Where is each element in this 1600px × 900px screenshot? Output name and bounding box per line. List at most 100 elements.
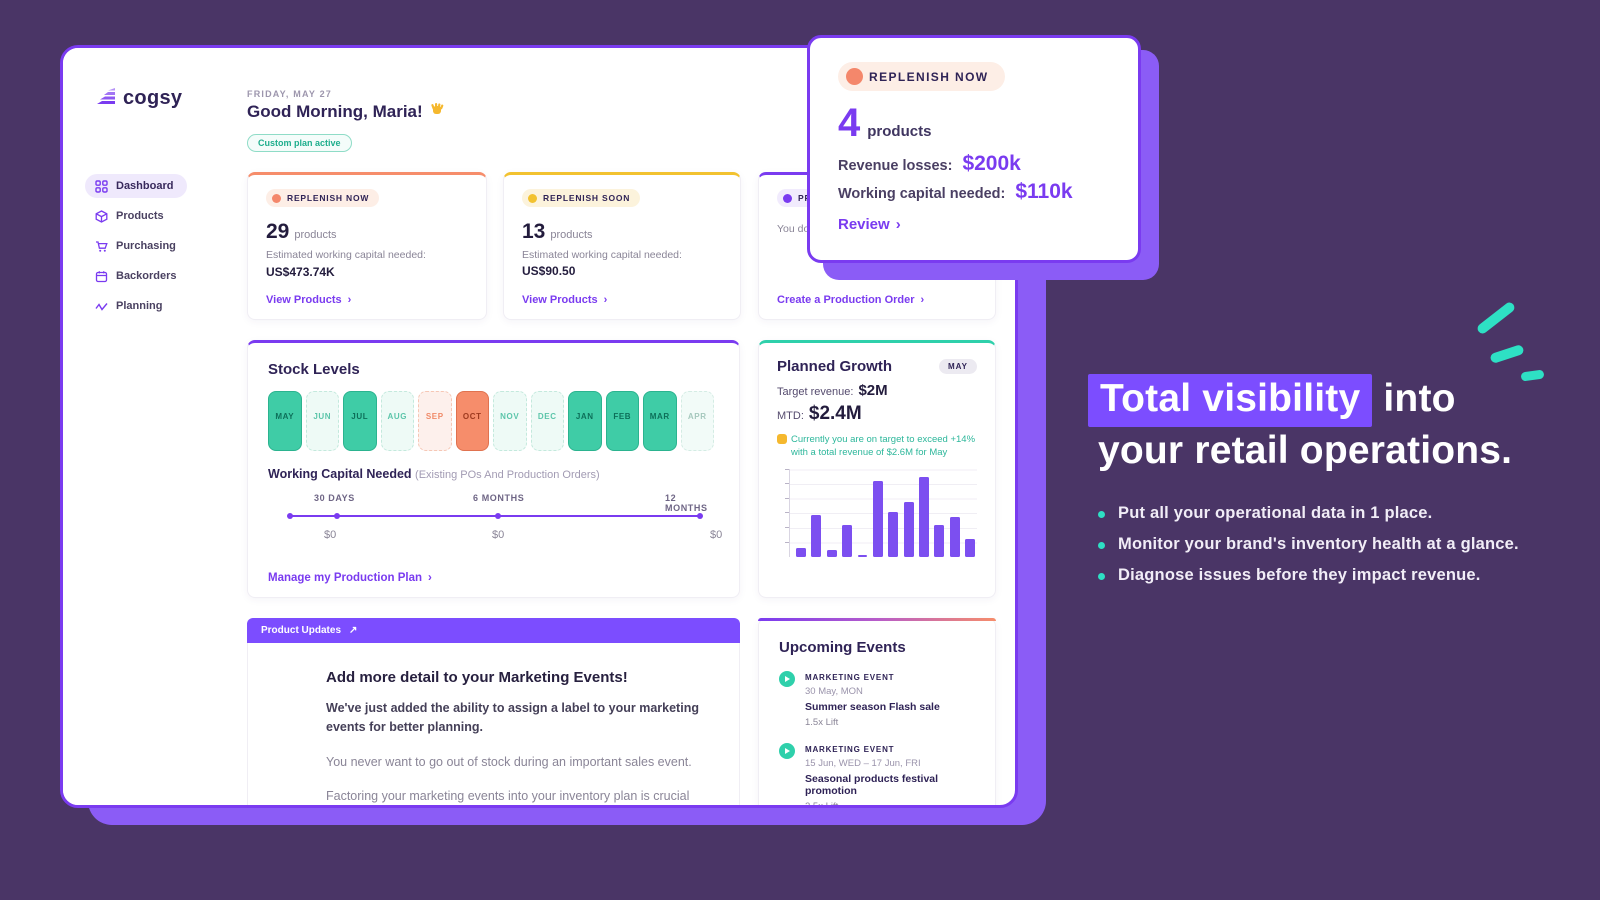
sidebar-item-purchasing[interactable]: Purchasing [85, 234, 187, 258]
event-lift: 2.5x Lift [805, 801, 839, 808]
sidebar: cogsy Dashboard Products Purchasing Bac [63, 48, 247, 805]
celebration-icon [777, 434, 787, 444]
status-dot-icon [846, 68, 863, 85]
revenue-bar [919, 477, 929, 557]
create-production-order-link[interactable]: Create a Production Order › [777, 294, 924, 306]
replenish-now-badge: REPLENISH NOW [266, 189, 380, 207]
replenish-soon-card: REPLENISH SOON 13 products Estimated wor… [503, 172, 741, 320]
mtd-value: $2.4M [808, 403, 862, 424]
month-chip-oct: OCT [455, 391, 489, 451]
promo-bullet: Monitor your brand's inventory health at… [1098, 535, 1578, 554]
sidebar-item-dashboard[interactable]: Dashboard [85, 174, 187, 198]
capital-needed-line: Estimated working capital needed: US$90.… [522, 248, 722, 281]
planned-growth-title: Planned Growth [777, 358, 893, 375]
chevron-right-icon: › [347, 294, 352, 306]
sidebar-item-label: Planning [116, 300, 163, 312]
product-updates-header[interactable]: Product Updates ↗ [247, 618, 740, 643]
package-icon [95, 209, 108, 223]
revenue-bar-chart [785, 468, 977, 557]
main-content: FRIDAY, MAY 27 Good Morning, Maria! Cust… [247, 48, 1015, 808]
target-revenue-label: Target revenue: [777, 386, 854, 398]
event-type: MARKETING EVENT [805, 673, 895, 682]
product-count: 4 [838, 101, 861, 145]
stock-levels-title: Stock Levels [268, 361, 360, 378]
chevron-right-icon: › [895, 216, 901, 233]
timeline-marker-icon [287, 513, 293, 519]
sidebar-item-label: Products [116, 210, 164, 222]
sidebar-item-products[interactable]: Products [85, 204, 187, 228]
event-item: MARKETING EVENT 15 Jun, WED – 17 Jun, FR… [779, 743, 975, 808]
sparkle-dash-icon [1475, 300, 1517, 336]
link-label: View Products [522, 294, 598, 306]
month-chip-apr: APR [680, 391, 714, 451]
planned-growth-card: Planned Growth MAY Target revenue: $2M M… [758, 340, 996, 598]
headline-highlight: Total visibility [1088, 374, 1373, 428]
external-link-icon: ↗ [349, 625, 358, 636]
stock-levels-card: Stock Levels MAY JUN JUL AUG SEP OCT NOV… [247, 340, 740, 598]
upcoming-events-title: Upcoming Events [779, 639, 906, 656]
revenue-losses-value: $200k [962, 152, 1021, 175]
product-updates-header-label: Product Updates [261, 625, 342, 636]
dashboard-grid-icon [95, 179, 108, 193]
capital-needed-label: Estimated working capital needed: [266, 248, 426, 261]
month-badge: MAY [938, 359, 977, 374]
replenish-soon-badge: REPLENISH SOON [522, 189, 641, 207]
capital-needed-value: US$90.50 [522, 263, 576, 278]
revenue-bar [842, 524, 852, 557]
bullet-dot-icon [1098, 572, 1105, 580]
product-updates-body: Add more detail to your Marketing Events… [247, 643, 740, 805]
badge-label: REPLENISH NOW [287, 193, 370, 203]
sidebar-item-planning[interactable]: Planning [85, 294, 187, 318]
month-chip-may: MAY [268, 391, 302, 451]
chevron-right-icon: › [428, 572, 432, 584]
month-chips: MAY JUN JUL AUG SEP OCT NOV DEC JAN FEB … [268, 391, 719, 451]
month-chip-aug: AUG [380, 391, 414, 451]
page-greeting: Good Morning, Maria! [247, 102, 445, 122]
chart-y-axis-ticks [785, 468, 789, 557]
timeline-value-12-months: $0 [710, 529, 723, 541]
cogsy-logo: cogsy [95, 86, 182, 111]
view-products-link[interactable]: View Products › [522, 294, 607, 306]
timeline-value-30-days: $0 [324, 529, 337, 541]
header-date: FRIDAY, MAY 27 [247, 89, 332, 99]
timeline-line [287, 513, 703, 519]
working-capital-subtitle: (Existing POs And Production Orders) [415, 469, 600, 481]
review-link[interactable]: Review › [838, 216, 1110, 233]
bullet-text: Put all your operational data in 1 place… [1118, 503, 1433, 522]
status-dot-icon [783, 193, 792, 203]
bullet-text: Diagnose issues before they impact reven… [1118, 565, 1481, 584]
promo-copy: Total visibility into your retail operat… [1088, 374, 1578, 597]
link-label: Review [838, 216, 890, 233]
link-label: Manage my Production Plan [268, 572, 422, 584]
production-text: You do [777, 222, 810, 235]
month-chip-jun: JUN [305, 391, 339, 451]
event-type: MARKETING EVENT [805, 745, 895, 754]
sidebar-item-backorders[interactable]: Backorders [85, 264, 187, 288]
promo-bullet: Put all your operational data in 1 place… [1098, 504, 1578, 523]
promo-bullet: Diagnose issues before they impact reven… [1098, 566, 1578, 585]
headline-line2: your retail operations. [1098, 429, 1513, 473]
working-capital-value: $110k [1015, 180, 1073, 203]
sparkle-dash-icon [1489, 343, 1525, 365]
bullet-dot-icon [1098, 510, 1105, 518]
bullet-text: Monitor your brand's inventory health at… [1118, 534, 1519, 553]
revenue-bar [811, 515, 822, 557]
sidebar-nav: Dashboard Products Purchasing Backorders… [85, 174, 187, 324]
timeline-marker-icon [495, 513, 501, 519]
manage-production-plan-link[interactable]: Manage my Production Plan › [268, 572, 432, 584]
view-products-link[interactable]: View Products › [266, 294, 351, 306]
calendar-icon [95, 270, 108, 283]
product-count: 13 [522, 219, 546, 243]
product-count: 29 [266, 219, 290, 243]
badge-label: PR [798, 193, 812, 203]
timeline-value-6-months: $0 [492, 529, 505, 541]
revenue-bar [872, 480, 883, 557]
revenue-bar [857, 554, 868, 557]
product-unit: products [550, 228, 593, 241]
timeline-marker-icon [697, 513, 703, 519]
promo-headline: Total visibility into your retail operat… [1088, 374, 1578, 476]
status-dot-icon [272, 193, 281, 203]
event-name: Seasonal products festival promotion [805, 773, 939, 797]
target-revenue-value: $2M [858, 382, 888, 399]
